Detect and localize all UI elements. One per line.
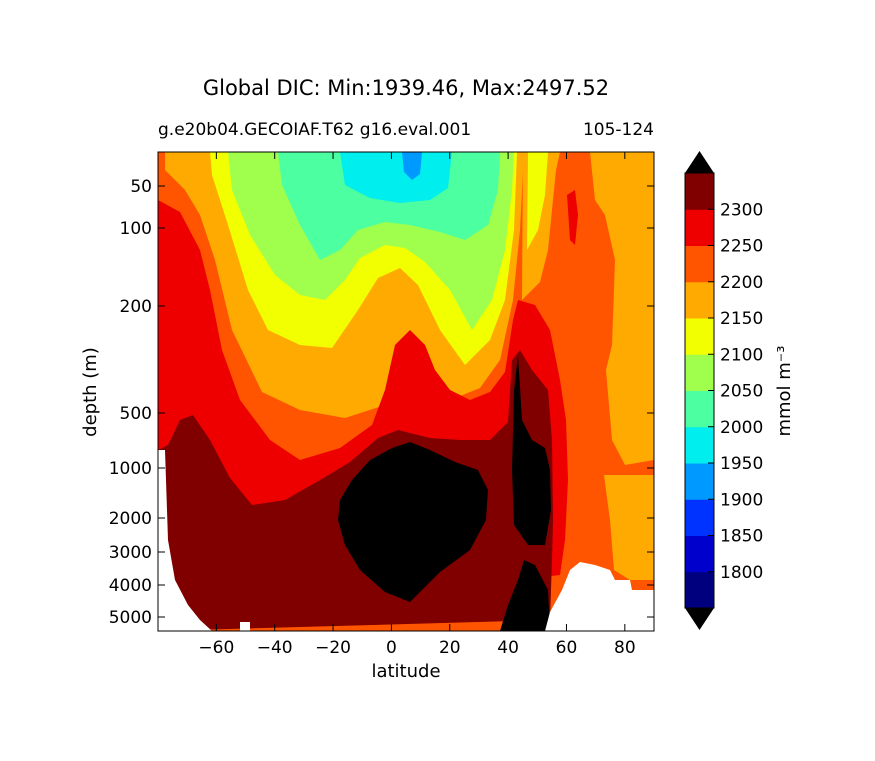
x-tick-label: 60 bbox=[556, 638, 578, 658]
y-tick-label: 500 bbox=[120, 404, 152, 424]
colorbar-segment bbox=[685, 245, 714, 283]
colorbar-tick-label: 1900 bbox=[720, 490, 763, 510]
colorbar-tick-label: 2250 bbox=[720, 237, 763, 257]
contour-north-2100 bbox=[527, 152, 548, 250]
y-tick-label: 1000 bbox=[109, 459, 152, 479]
colorbar-tick-label: 1950 bbox=[720, 454, 763, 474]
contour-under-range bbox=[338, 442, 488, 602]
contour-arctic-2150 bbox=[590, 152, 654, 465]
x-tick-label: −40 bbox=[257, 638, 293, 658]
chart-subtitle: g.e20b04.GECOIAF.T62 g16.eval.001 bbox=[158, 120, 472, 140]
colorbar-segment bbox=[685, 535, 714, 573]
colorbar-segment bbox=[685, 426, 714, 464]
colorbar-tick-label: 2200 bbox=[720, 273, 763, 293]
x-tick-label: −60 bbox=[198, 638, 234, 658]
colorbar-segment bbox=[685, 318, 714, 355]
y-tick-label: 2000 bbox=[109, 509, 152, 529]
y-tick-label: 200 bbox=[120, 297, 152, 317]
contour-arctic-2150-deep bbox=[604, 475, 654, 580]
y-tick-label: 4000 bbox=[109, 576, 152, 596]
colorbar-segment bbox=[685, 571, 714, 609]
colorbar-tick-label: 2100 bbox=[720, 345, 763, 365]
colorbar-segment bbox=[685, 463, 714, 500]
contour-arctic-2250 bbox=[567, 190, 578, 245]
colorbar-tick-label: 2150 bbox=[720, 309, 763, 329]
x-tick-label: 40 bbox=[497, 638, 519, 658]
x-axis-ticks: −60 −40 −20 0 20 40 60 80 bbox=[198, 152, 636, 658]
x-tick-label: 0 bbox=[386, 638, 397, 658]
colorbar-under-triangle bbox=[685, 608, 714, 630]
no-data-arctic bbox=[545, 562, 654, 631]
colorbar-segment bbox=[685, 354, 714, 391]
colorbar-segment bbox=[685, 390, 714, 428]
period-label: 105-124 bbox=[582, 120, 654, 140]
colorbar-segment bbox=[685, 209, 714, 246]
colorbar-tick-label: 1850 bbox=[720, 527, 763, 547]
contour-band-1950 bbox=[340, 152, 452, 203]
colorbar-over-triangle bbox=[685, 151, 714, 173]
colorbar-segment bbox=[685, 281, 714, 319]
y-tick-label: 50 bbox=[130, 177, 152, 197]
no-data-pocket bbox=[240, 622, 250, 631]
chart-title: Global DIC: Min:1939.46, Max:2497.52 bbox=[202, 76, 610, 100]
contour-band-1900 bbox=[402, 152, 422, 180]
y-axis-label: depth (m) bbox=[80, 347, 101, 437]
y-tick-label: 100 bbox=[120, 219, 152, 239]
colorbar-tick-label: 1800 bbox=[720, 563, 763, 583]
x-axis-label: latitude bbox=[371, 661, 440, 682]
no-data-west bbox=[158, 450, 212, 631]
contour-field bbox=[158, 152, 654, 631]
colorbar-segment bbox=[685, 173, 714, 210]
colorbar: 1800 1850 1900 1950 2000 2050 2100 2150 2200 2250… bbox=[684, 151, 763, 630]
x-tick-label: 80 bbox=[614, 638, 636, 658]
colorbar-tick-label: 2300 bbox=[720, 200, 763, 220]
contour-under-range-deep bbox=[500, 560, 550, 631]
colorbar-tick-label: 2050 bbox=[720, 382, 763, 402]
contour-under-range-north bbox=[512, 355, 551, 545]
colorbar-label: mmol m⁻³ bbox=[774, 345, 795, 436]
colorbar-tick-label: 2000 bbox=[720, 418, 763, 438]
y-tick-label: 3000 bbox=[109, 543, 152, 563]
y-tick-label: 5000 bbox=[109, 608, 152, 628]
x-tick-label: 20 bbox=[439, 638, 461, 658]
colorbar-segment bbox=[685, 499, 714, 536]
y-axis-ticks: 50 100 200 500 1000 2000 3000 4000 5000 bbox=[109, 177, 654, 628]
x-tick-label: −20 bbox=[315, 638, 351, 658]
plot-frame bbox=[157, 151, 655, 632]
